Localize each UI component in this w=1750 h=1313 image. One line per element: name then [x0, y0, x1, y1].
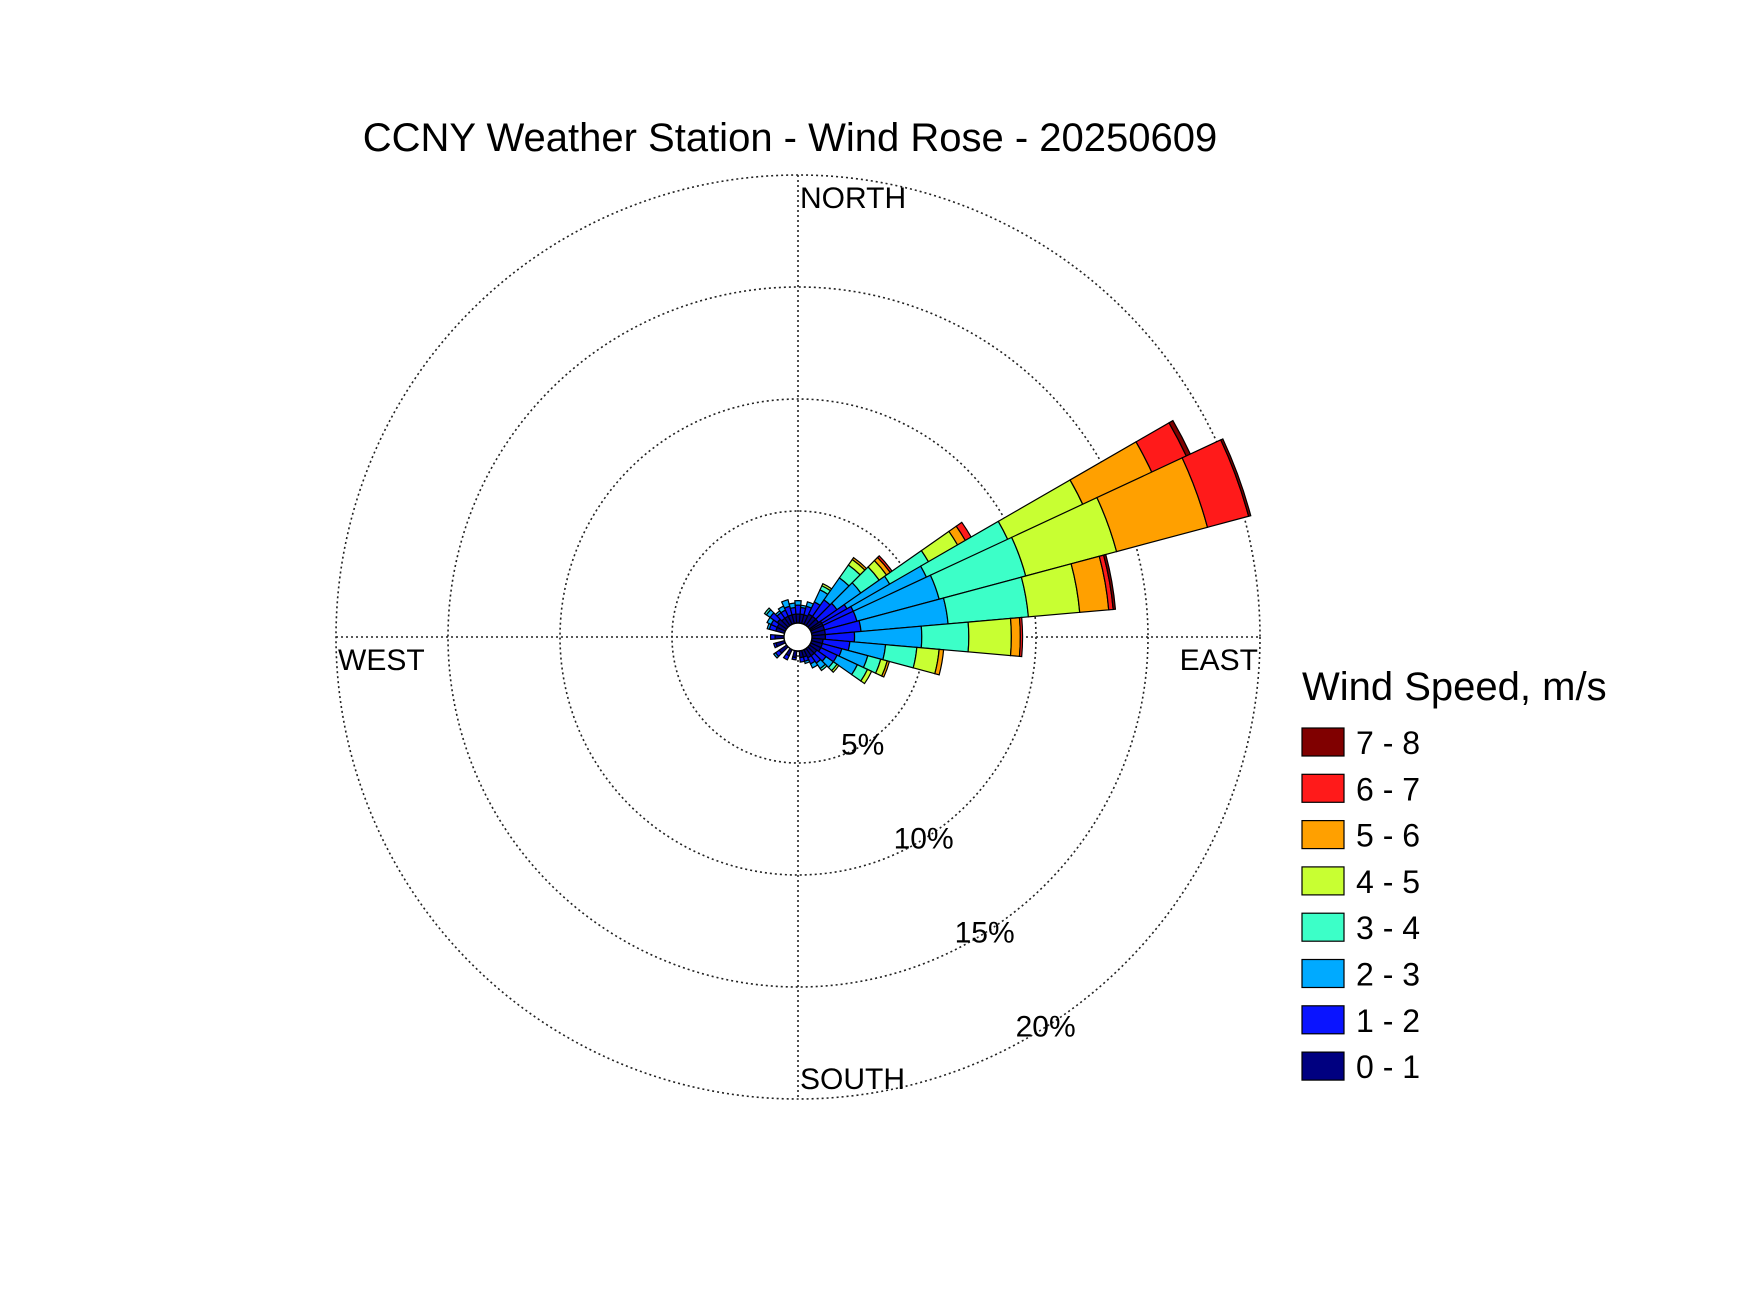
petal-90-bin-4	[967, 617, 1012, 657]
petal-80-bin-7	[1102, 553, 1117, 611]
legend: Wind Speed, m/s 7 - 8 6 - 7 5 - 6 4 - 5 3 - 4…	[1301, 665, 1607, 1085]
radial-tick-label-5: 5%	[841, 729, 884, 762]
petal-230-bin-2	[772, 651, 780, 659]
petal-350-bin-2	[788, 602, 797, 610]
petal-150-bin-2	[809, 660, 819, 669]
legend-swatch-0	[1301, 727, 1345, 757]
direction-label-north: NORTH	[800, 182, 906, 215]
petal-310-bin-3	[763, 607, 772, 616]
petal-140-bin-3	[819, 663, 828, 672]
legend-swatch-7	[1301, 1051, 1345, 1081]
petal-250-bin-1	[772, 642, 778, 649]
petal-70-bin-7	[1219, 438, 1252, 518]
petal-130-bin-4	[830, 663, 840, 674]
chart-title: CCNY Weather Station - Wind Rose - 20250…	[363, 116, 1218, 160]
petal-90-bin-3	[920, 621, 970, 653]
radial-tick-label-15: 15%	[955, 917, 1015, 950]
wind-petals	[763, 419, 1252, 685]
legend-label-1: 6 - 7	[1356, 771, 1420, 807]
radial-tick-label-10: 10%	[894, 823, 954, 856]
petal-90-bin-6	[1018, 616, 1024, 658]
petal-340-bin-2	[780, 598, 791, 609]
legend-label-2: 5 - 6	[1356, 818, 1420, 854]
legend-label-3: 4 - 5	[1356, 864, 1420, 900]
petal-270-bin-0	[774, 634, 785, 640]
legend-label-6: 1 - 2	[1356, 1003, 1420, 1039]
legend-label-7: 0 - 1	[1356, 1049, 1420, 1085]
petal-0-bin-0	[795, 613, 801, 624]
petal-0-bin-2	[794, 600, 802, 606]
legend-label-4: 3 - 4	[1356, 910, 1420, 946]
petal-120-bin-4	[860, 668, 873, 685]
legend-swatch-5	[1301, 958, 1345, 989]
petal-210-bin-1	[782, 653, 791, 661]
legend-label-0: 7 - 8	[1356, 725, 1420, 761]
axis-labels: NORTH SOUTH WEST EAST 5% 10% 15% 20%	[338, 182, 1258, 1096]
petal-160-bin-2	[803, 659, 811, 665]
direction-label-west: WEST	[338, 644, 425, 677]
legend-label-5: 2 - 3	[1356, 957, 1420, 993]
direction-label-east: EAST	[1180, 644, 1258, 677]
legend-swatch-3	[1301, 866, 1345, 896]
center-calm-circle	[783, 622, 813, 652]
legend-swatch-1	[1301, 773, 1345, 803]
petal-170-bin-1	[799, 656, 806, 663]
legend-swatch-4	[1301, 912, 1345, 942]
petal-110-bin-5	[880, 660, 891, 678]
petal-190-bin-1	[791, 656, 797, 661]
petal-270-bin-1	[769, 633, 776, 641]
legend-swatch-2	[1301, 819, 1345, 850]
petal-100-bin-5	[934, 648, 945, 676]
legend-title: Wind Speed, m/s	[1302, 665, 1607, 709]
radial-tick-label-20: 20%	[1016, 1010, 1076, 1043]
direction-label-south: SOUTH	[800, 1063, 905, 1096]
petal-90-bin-5	[1009, 616, 1021, 658]
petal-0-bin-1	[794, 604, 802, 615]
legend-swatch-6	[1301, 1005, 1345, 1035]
